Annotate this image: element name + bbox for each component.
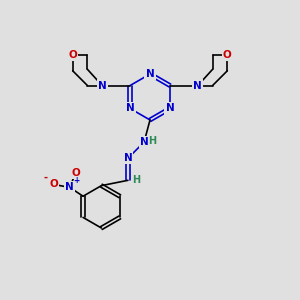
Text: N: N <box>98 80 106 91</box>
Text: N: N <box>194 80 202 91</box>
Text: H: H <box>132 175 140 185</box>
Text: N: N <box>65 182 74 192</box>
Text: O: O <box>68 50 77 60</box>
Text: O: O <box>223 50 232 60</box>
Text: -: - <box>44 173 47 183</box>
Text: O: O <box>49 179 58 190</box>
Text: N: N <box>146 69 154 79</box>
Text: N: N <box>140 137 148 147</box>
Text: H: H <box>148 136 156 146</box>
Text: N: N <box>166 103 174 113</box>
Text: O: O <box>71 168 80 178</box>
Text: +: + <box>73 176 80 185</box>
Text: N: N <box>126 103 134 113</box>
Text: N: N <box>124 153 132 163</box>
